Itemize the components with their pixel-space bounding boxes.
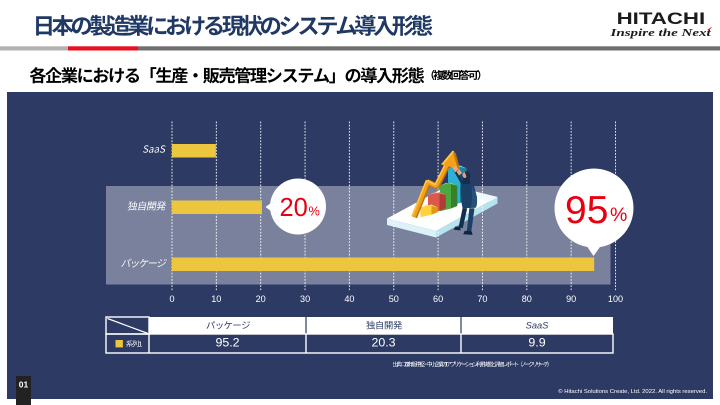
svg-text:50: 50 (389, 294, 399, 304)
svg-text:Inspire the Next: Inspire the Next (609, 26, 711, 38)
svg-text:20.3: 20.3 (371, 336, 395, 350)
svg-text:90: 90 (566, 294, 576, 304)
svg-text:0: 0 (169, 294, 174, 304)
svg-text:95.2: 95.2 (215, 336, 239, 350)
svg-text:SaaS: SaaS (526, 321, 550, 331)
svg-text:100: 100 (608, 294, 623, 304)
svg-text:© Hitachi Solutions Create, Lt: © Hitachi Solutions Create, Ltd. 2022. A… (558, 388, 707, 395)
svg-text:10: 10 (211, 294, 221, 304)
svg-text:60: 60 (433, 294, 443, 304)
svg-text:20: 20 (280, 194, 308, 222)
svg-text:95: 95 (565, 189, 608, 232)
svg-text:20: 20 (256, 294, 266, 304)
svg-text:70: 70 (477, 294, 487, 304)
svg-text:1: 1 (138, 339, 142, 348)
svg-text:HITACHI: HITACHI (617, 9, 706, 28)
svg-text:9.9: 9.9 (528, 336, 545, 350)
svg-text:%: % (610, 204, 627, 226)
svg-text:01: 01 (19, 379, 29, 389)
svg-text:40: 40 (344, 294, 354, 304)
svg-text:30: 30 (300, 294, 310, 304)
svg-text:%: % (309, 203, 320, 218)
svg-text:80: 80 (522, 294, 532, 304)
